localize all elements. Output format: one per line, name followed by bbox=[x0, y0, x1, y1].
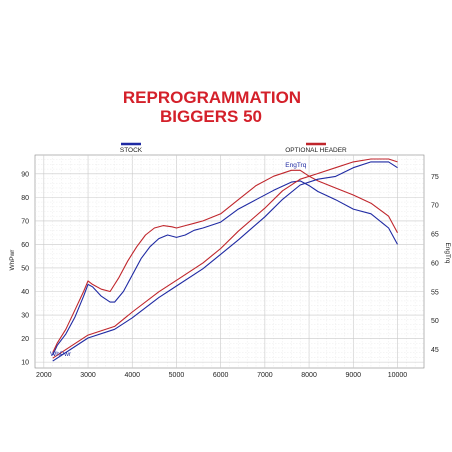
y-axis-left: 10 20 30 40 50 60 70 80 90 bbox=[21, 171, 29, 366]
series-line-stock-engtrq bbox=[52, 161, 398, 362]
x-tick-label: 6000 bbox=[213, 372, 229, 379]
legend-label: STOCK bbox=[120, 147, 143, 154]
x-axis: 2000 3000 4000 5000 6000 7000 8000 9000 10000 bbox=[36, 372, 407, 379]
y2-tick-label: 75 bbox=[431, 174, 439, 181]
y-tick-label: 10 bbox=[21, 360, 29, 367]
y2-tick-label: 60 bbox=[431, 260, 439, 267]
y2-tick-label: 45 bbox=[431, 347, 439, 354]
y-tick-label: 60 bbox=[21, 242, 29, 249]
legend: STOCK OPTIONAL HEADER bbox=[120, 142, 347, 154]
x-tick-label: 4000 bbox=[124, 372, 140, 379]
y-tick-label: 90 bbox=[21, 171, 29, 178]
annotations: EngTrq WhPwr bbox=[50, 162, 307, 358]
series-line-optional-header-engtrq bbox=[52, 158, 398, 359]
y-tick-label: 50 bbox=[21, 265, 29, 272]
y-axis-right: 45 50 55 60 65 70 75 bbox=[431, 174, 439, 354]
x-tick-label: 10000 bbox=[388, 372, 408, 379]
y2-tick-label: 55 bbox=[431, 289, 439, 296]
y-tick-label: 40 bbox=[21, 289, 29, 296]
annotation-label: EngTrq bbox=[285, 162, 306, 169]
y-tick-label: 80 bbox=[21, 195, 29, 202]
y2-tick-label: 65 bbox=[431, 232, 439, 239]
grid bbox=[35, 155, 424, 368]
y2-tick-label: 70 bbox=[431, 203, 439, 210]
y2-axis-label: EngTrq bbox=[444, 242, 451, 263]
x-tick-label: 2000 bbox=[36, 372, 52, 379]
y-tick-label: 70 bbox=[21, 218, 29, 225]
x-tick-label: 8000 bbox=[301, 372, 317, 379]
chart-title-line-1: REPROGRAMMATION bbox=[123, 88, 301, 107]
y-tick-label: 20 bbox=[21, 336, 29, 343]
series-line-stock-whpwr bbox=[52, 180, 398, 356]
y-tick-label: 30 bbox=[21, 313, 29, 320]
x-tick-label: 7000 bbox=[257, 372, 273, 379]
series-group bbox=[52, 158, 398, 362]
x-tick-label: 3000 bbox=[80, 372, 96, 379]
series-line-optional-header-whpwr bbox=[52, 169, 398, 353]
annotation-label: WhPwr bbox=[50, 351, 72, 358]
y2-tick-label: 50 bbox=[431, 318, 439, 325]
x-tick-label: 9000 bbox=[345, 372, 361, 379]
x-tick-label: 5000 bbox=[169, 372, 185, 379]
y-axis-label: WhPwr bbox=[9, 249, 16, 271]
chart-title-line-2: BIGGERS 50 bbox=[160, 107, 262, 126]
legend-label: OPTIONAL HEADER bbox=[285, 147, 347, 154]
